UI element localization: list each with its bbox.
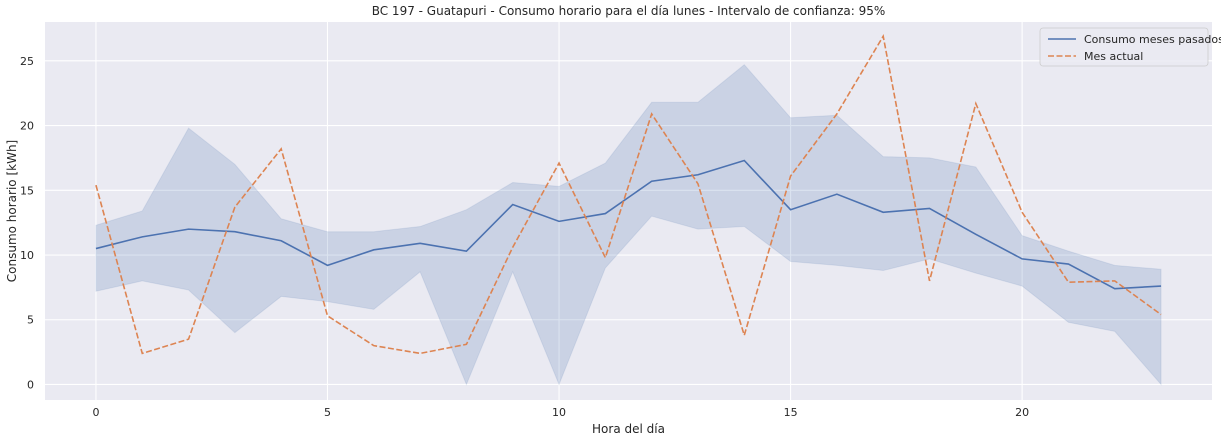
series-lines xyxy=(95,34,1162,355)
y-tick-label: 5 xyxy=(27,314,34,327)
y-axis-label: Consumo horario [kWh] xyxy=(5,140,19,282)
x-tick-label: 15 xyxy=(784,406,798,419)
x-tick-label: 5 xyxy=(324,406,331,419)
y-tick-label: 15 xyxy=(20,184,34,197)
y-tick-label: 25 xyxy=(20,55,34,68)
plot-background xyxy=(45,22,1212,400)
legend-entry: Mes actual xyxy=(1084,50,1143,63)
series-line xyxy=(95,159,1162,290)
legend-entry: Consumo meses pasados xyxy=(1084,33,1221,46)
y-tick-label: 10 xyxy=(20,249,34,262)
series-line xyxy=(95,34,1162,355)
confidence-band xyxy=(95,64,1162,386)
x-tick-label: 10 xyxy=(552,406,566,419)
chart-title: BC 197 - Guatapuri - Consumo horario par… xyxy=(372,4,886,18)
grid xyxy=(45,22,1212,400)
tick-labels: 0 5 10 15 20 0 5 10 15 20 25 xyxy=(20,55,1029,419)
y-tick-label: 20 xyxy=(20,120,34,133)
y-tick-label: 0 xyxy=(27,378,34,391)
confidence-bands xyxy=(95,64,1162,386)
legend: Consumo meses pasados Mes actual xyxy=(1039,27,1221,67)
x-tick-label: 0 xyxy=(92,406,99,419)
legend-box xyxy=(1039,27,1209,67)
x-tick-label: 20 xyxy=(1015,406,1029,419)
x-axis-label: Hora del día xyxy=(592,422,665,436)
